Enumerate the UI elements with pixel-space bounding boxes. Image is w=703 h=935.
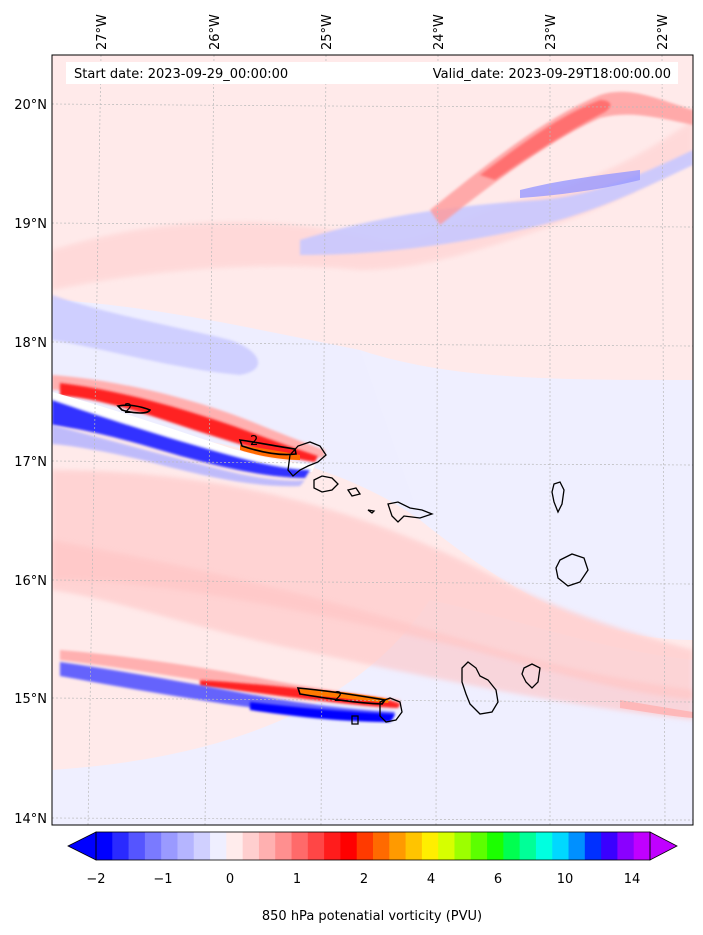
- colorbar-swatch: [421, 832, 439, 860]
- colorbar-swatch: [96, 832, 113, 860]
- island-sal: [551, 481, 565, 514]
- colorbar-swatch: [324, 832, 341, 860]
- lat-label: 19°N: [14, 217, 47, 232]
- lat-label: 14°N: [14, 812, 47, 827]
- lon-label: 23°W: [544, 14, 559, 50]
- colorbar-swatch: [177, 832, 195, 860]
- colorbar-tick-label: 1: [293, 872, 301, 887]
- colorbar-swatch: [568, 832, 586, 860]
- island-brava: [351, 715, 359, 725]
- colorbar-tick-label: 4: [427, 872, 435, 887]
- island-boa-vista: [555, 553, 589, 587]
- colorbar-swatch: [226, 832, 244, 860]
- island-santo-antao: [287, 441, 327, 477]
- contour-label: 2: [250, 434, 258, 449]
- colorbar-swatch: [307, 832, 325, 860]
- lon-label: 26°W: [208, 14, 223, 50]
- colorbar-swatch: [438, 832, 455, 860]
- colorbar-tick-label: −2: [86, 872, 105, 887]
- colorbar-extend-min: [67, 831, 97, 861]
- longitude-labels: 27°W 26°W 25°W 24°W 23°W 22°W: [95, 14, 671, 50]
- colorbar-ticks: −2 −1 0 1 2 4 6 8 10 14: [86, 872, 640, 887]
- colorbar-tick-label: 2: [360, 872, 368, 887]
- lon-label: 22°W: [656, 14, 671, 50]
- lon-label: 27°W: [95, 14, 110, 50]
- valid-date-text: Valid_date: 2023-09-29T18:00:00.00: [433, 67, 671, 82]
- colorbar-swatch: [144, 832, 162, 860]
- island-santa-luzia: [346, 487, 362, 497]
- colorbar-swatch: [584, 832, 602, 860]
- colorbar-swatch: [633, 832, 651, 860]
- colorbar-swatch: [356, 832, 374, 860]
- colorbar-swatch: [128, 832, 146, 860]
- lat-label: 20°N: [14, 98, 47, 113]
- colorbar-swatch: [112, 832, 130, 860]
- colorbar-tick-label: 14: [624, 872, 641, 887]
- header-box: [66, 62, 678, 84]
- contour-label: 2: [124, 402, 132, 417]
- colorbar-tick-label: 6: [494, 872, 502, 887]
- island-santiago: [461, 661, 499, 715]
- colorbar-swatch: [258, 832, 276, 860]
- colorbar: −2 −1 0 1 2 4 6 8 10 14 850 hPa potenati…: [67, 831, 678, 924]
- colorbar-swatch: [405, 832, 423, 860]
- colorbar-swatch: [454, 832, 472, 860]
- colorbar-swatch: [552, 832, 570, 860]
- colorbar-swatch: [617, 832, 635, 860]
- contour-labels: 2 2 2: [124, 402, 342, 705]
- contour-label: 2: [334, 690, 342, 705]
- colorbar-swatch: [373, 832, 390, 860]
- colorbar-swatch: [161, 832, 178, 860]
- island-sao-vicente: [313, 475, 339, 493]
- colorbar-swatch: [193, 832, 211, 860]
- colorbar-swatch: [389, 832, 407, 860]
- colorbar-swatch: [470, 832, 488, 860]
- colorbar-label: 850 hPa potenatial vorticity (PVU): [262, 909, 482, 924]
- colorbar-swatch: [242, 832, 260, 860]
- colorbar-swatch: [601, 832, 618, 860]
- lon-label: 25°W: [320, 14, 335, 50]
- lat-label: 17°N: [14, 455, 47, 470]
- lon-label: 24°W: [432, 14, 447, 50]
- colorbar-tick-label: 10: [557, 872, 574, 887]
- colorbar-swatch: [291, 832, 309, 860]
- colorbar-swatch: [487, 832, 504, 860]
- island-maio: [521, 663, 541, 689]
- colorbar-tick-label: −1: [153, 872, 172, 887]
- colorbar-swatch: [210, 832, 227, 860]
- lat-label: 15°N: [14, 692, 47, 707]
- map-frame: [51, 54, 694, 826]
- colorbar-swatch: [503, 832, 521, 860]
- colorbar-swatch: [340, 832, 358, 860]
- graticule: [52, 55, 693, 825]
- coastlines: [287, 441, 589, 725]
- colorbar-swatches: [96, 832, 651, 860]
- pv-contours: [116, 404, 387, 705]
- colorbar-frame: [95, 831, 651, 861]
- island-fogo: [379, 697, 403, 723]
- lat-label: 16°N: [14, 574, 47, 589]
- colorbar-swatch: [275, 832, 293, 860]
- latitude-labels: 20°N 19°N 18°N 17°N 16°N 15°N 14°N: [14, 98, 47, 827]
- island-sao-nicolau: [387, 501, 434, 523]
- start-date-text: Start date: 2023-09-29_00:00:00: [74, 67, 288, 82]
- colorbar-extend-max: [649, 831, 678, 861]
- colorbar-tick-label: 0: [226, 872, 234, 887]
- lat-label: 18°N: [14, 336, 47, 351]
- pv-field: [52, 55, 693, 825]
- colorbar-swatch: [519, 832, 537, 860]
- colorbar-swatch: [535, 832, 553, 860]
- island-small: [367, 509, 376, 514]
